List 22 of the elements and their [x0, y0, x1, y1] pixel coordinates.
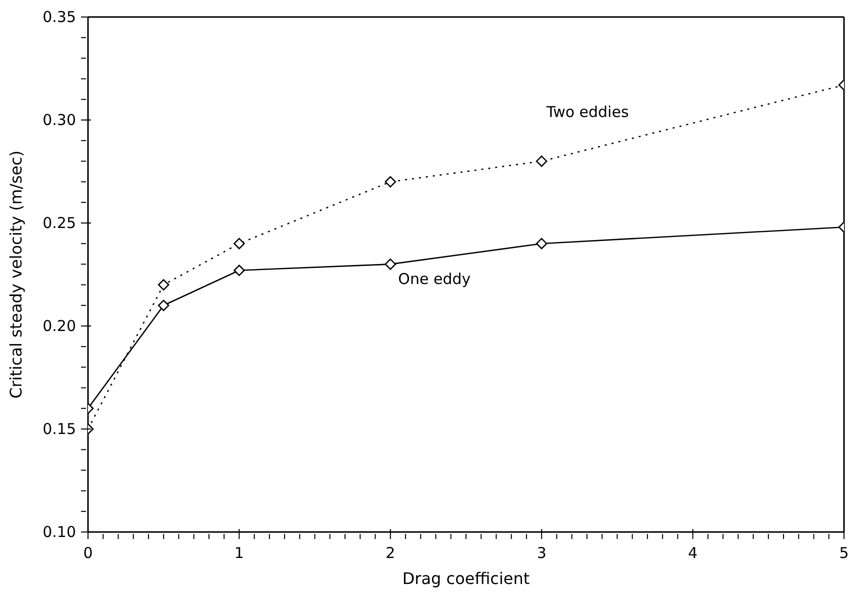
- point: [384, 258, 396, 270]
- y-axis-title: Critical steady velocity (m/sec): [6, 150, 26, 399]
- series-label: Two eddies: [545, 103, 629, 122]
- x-tick-label: 3: [536, 544, 546, 562]
- point: [234, 264, 245, 276]
- point: [234, 238, 245, 250]
- y-tick-label: 0.25: [42, 214, 76, 232]
- y-tick-label: 0.30: [42, 111, 76, 129]
- x-axis-title: Drag coefficient: [402, 569, 530, 588]
- series-label: One eddy: [398, 270, 471, 288]
- x-tick-label: 1: [234, 544, 244, 562]
- x-tick-label: 2: [386, 544, 396, 562]
- x-tick-label: 0: [83, 544, 93, 562]
- y-tick-label: 0.10: [42, 523, 76, 541]
- y-tick-label: 0.35: [42, 8, 76, 26]
- x-tick-label: 4: [688, 544, 698, 562]
- point: [384, 176, 396, 188]
- x-tick-label: 5: [839, 544, 849, 562]
- point: [536, 238, 548, 250]
- y-tick-label: 0.20: [42, 317, 76, 335]
- y-tick-label: 0.15: [42, 420, 76, 438]
- point: [536, 156, 548, 167]
